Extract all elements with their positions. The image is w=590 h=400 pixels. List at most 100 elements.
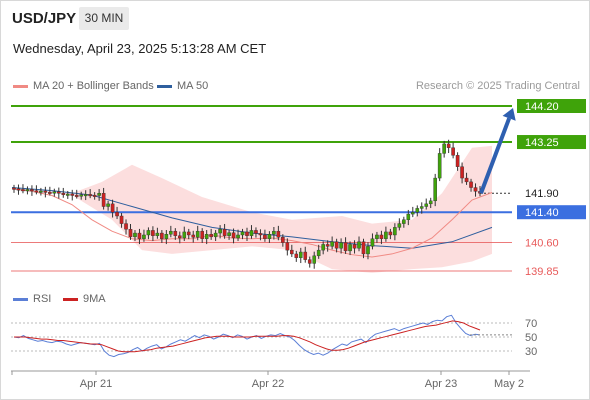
candle-body (428, 200, 433, 205)
candle-body (25, 189, 30, 192)
candle-body (213, 232, 218, 238)
level-label-143-25: 143.25 (525, 137, 559, 149)
candle-body (155, 232, 160, 236)
candle-body (402, 219, 406, 224)
candle-body (460, 166, 464, 179)
candle-body (160, 232, 164, 239)
candle-body (43, 190, 48, 193)
candle-body (21, 189, 25, 192)
candle-body (375, 234, 379, 239)
candle-body (16, 188, 21, 191)
candle-body (133, 232, 137, 238)
candle-body (240, 231, 245, 236)
x-tick-label: Apr 21 (80, 378, 112, 390)
candle-body (92, 194, 97, 197)
candle-body (195, 230, 200, 238)
legend-rsi: RSI (13, 293, 51, 305)
legend-ma20-label: MA 20 + Bollinger Bands (33, 80, 154, 92)
candle-body (52, 191, 57, 194)
candle-body (182, 231, 187, 239)
candle-body (191, 234, 196, 238)
projection-arrow-shaft (479, 117, 512, 194)
candle-body (186, 231, 191, 236)
candle-body (110, 203, 115, 213)
candle-body (433, 177, 437, 202)
rsi-level-label-50: 50 (525, 332, 537, 344)
candle-body (48, 191, 52, 194)
level-label-141-90: 141.90 (525, 188, 559, 200)
candle-body (388, 231, 393, 236)
candle-body (218, 229, 222, 234)
currency-pair: USD/JPY (12, 10, 77, 27)
candle-body (57, 191, 61, 194)
candle-body (357, 241, 361, 249)
level-tag-143-25 (517, 135, 586, 150)
timeframe-button[interactable]: 30 MIN (79, 7, 129, 30)
candle-body (339, 242, 343, 249)
candle-body (263, 234, 267, 239)
candle-body (276, 230, 281, 238)
candle-body (106, 203, 110, 207)
candle-body (455, 155, 460, 167)
candle-body (290, 249, 294, 255)
ma20-line (11, 188, 493, 258)
candle-body (97, 193, 101, 196)
candle-body (316, 249, 321, 257)
level-tag-144-20 (517, 99, 586, 113)
candle-body (312, 255, 317, 264)
candle-body (39, 190, 43, 193)
candle-body (231, 232, 236, 239)
candle-body (415, 208, 420, 213)
candle-body (370, 238, 375, 247)
projection-arrow-head (502, 108, 516, 121)
candle-body (424, 203, 429, 207)
candle-body (469, 181, 473, 188)
candle-body (169, 230, 173, 235)
candle-body (222, 229, 227, 236)
legend-rsi-swatch (13, 297, 28, 301)
level-tag-141-40 (517, 205, 586, 220)
candle-body (65, 193, 70, 196)
candle-body (173, 230, 178, 236)
candle-body (83, 194, 88, 197)
candle-body (410, 212, 415, 215)
candle-body (128, 229, 133, 238)
candle-body (303, 251, 308, 260)
candle-body (321, 244, 325, 251)
candle-body (119, 215, 124, 224)
candle-body (236, 234, 240, 239)
candle-body (88, 194, 92, 197)
candle-body (285, 242, 290, 251)
candle-body (334, 241, 339, 249)
candle-body (298, 251, 303, 258)
level-label-140-60: 140.60 (525, 238, 559, 250)
candle-body (294, 253, 299, 258)
legend-9ma-swatch (63, 297, 78, 301)
credit-text: Research © 2025 Trading Central (415, 80, 580, 92)
candle-body (258, 233, 263, 236)
candle-body (330, 241, 334, 247)
rsi-9ma-line (14, 320, 481, 353)
candle-body (12, 187, 16, 190)
level-label-139-85: 139.85 (525, 266, 559, 278)
legend-ma50-label: MA 50 (177, 80, 209, 92)
candles (12, 139, 482, 269)
legend-rsi-label: RSI (33, 293, 52, 305)
candle-body (397, 223, 402, 228)
candle-body (254, 230, 258, 234)
x-tick-label: May 2 (494, 378, 524, 390)
candle-body (101, 193, 106, 207)
candle-body (437, 153, 442, 179)
candle-body (146, 230, 151, 236)
candle-body (307, 259, 312, 264)
candle-body (124, 223, 128, 230)
candle-body (348, 244, 352, 252)
candle-body (137, 232, 142, 239)
candle-body (227, 232, 231, 236)
candle-body (74, 194, 79, 197)
candle-body (34, 190, 39, 193)
rsi-level-label-30: 30 (525, 346, 537, 358)
candle-body (352, 244, 357, 249)
candle-body (446, 143, 451, 148)
candle-body (200, 230, 204, 239)
